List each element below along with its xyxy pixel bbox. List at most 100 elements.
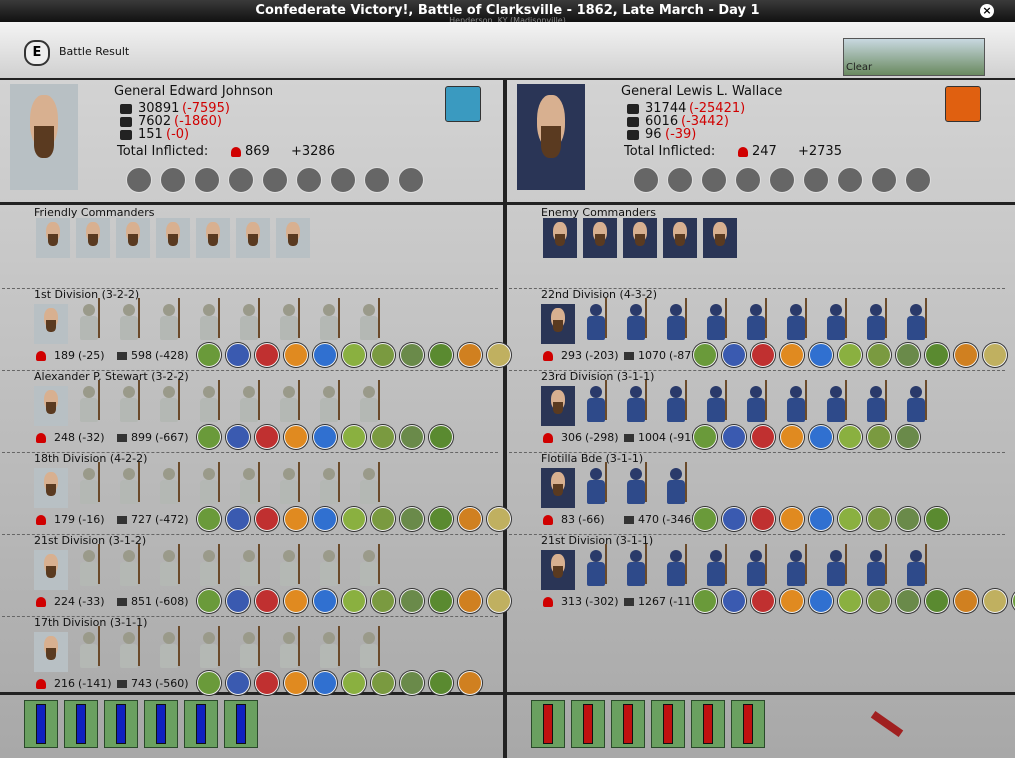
counter-bar [583, 704, 593, 744]
unit-figure [605, 462, 607, 502]
unit-figure [805, 380, 807, 420]
ability-icon [371, 425, 395, 449]
unit-figure [163, 386, 175, 398]
heart-icon [36, 597, 46, 607]
division-name: 17th Division (3-1-1) [34, 616, 148, 629]
unit-figure [710, 304, 722, 316]
unit-figure [830, 386, 842, 398]
commander-portrait [87, 234, 99, 246]
action-button[interactable] [945, 86, 981, 122]
unit-figure [298, 462, 300, 502]
heart-icon [36, 679, 46, 689]
ability-icon [255, 589, 279, 613]
unit-figure [363, 632, 375, 644]
unit-figure [320, 398, 338, 422]
heart-icon [543, 433, 553, 443]
unit-figure [200, 644, 218, 668]
unit-figure [320, 316, 338, 340]
unit-figure [667, 398, 685, 422]
unit-figure [360, 480, 378, 504]
unit-figure [338, 544, 340, 584]
commander-portrait [127, 234, 139, 246]
ability-icon [313, 589, 337, 613]
unit-figure [667, 562, 685, 586]
ability-icon [487, 507, 511, 531]
ability-icon [429, 589, 453, 613]
unit-figure [258, 462, 260, 502]
unit-figure [627, 316, 645, 340]
unit-figure [830, 304, 842, 316]
unit-figure [363, 304, 375, 316]
counter-bar [623, 704, 633, 744]
title-bar [0, 0, 1015, 22]
unit-figure [98, 462, 100, 502]
division-men-loss: (-608) [155, 595, 189, 608]
commanders-label: Enemy Commanders [541, 206, 656, 219]
unit-figure [243, 550, 255, 562]
unit-figure [630, 550, 642, 562]
ability-icon [313, 507, 337, 531]
unit-figure [123, 550, 135, 562]
unit-figure [605, 544, 607, 584]
heart-icon [543, 515, 553, 525]
unit-figure [907, 562, 925, 586]
ability-icon [197, 589, 221, 613]
unit-figure [707, 562, 725, 586]
counter-bar [76, 704, 86, 744]
division-strength-loss: (-66) [578, 513, 605, 526]
division-commander [45, 648, 57, 660]
unit-figure [178, 544, 180, 584]
unit-figure [670, 386, 682, 398]
unit-figure [645, 298, 647, 338]
unit-figure [590, 468, 602, 480]
unit-figure [203, 304, 215, 316]
unit-figure [320, 480, 338, 504]
close-button[interactable]: × [980, 4, 994, 18]
unit-figure [138, 380, 140, 420]
unit-figure [747, 398, 765, 422]
ability-icon [342, 343, 366, 367]
commander-portrait [594, 234, 606, 246]
ability-icon [429, 507, 453, 531]
unit-figure [630, 386, 642, 398]
ability-icon [342, 589, 366, 613]
unit-figure [160, 316, 178, 340]
counter-bar [156, 704, 166, 744]
ability-icon [284, 589, 308, 613]
division-name: 22nd Division (4-3-2) [541, 288, 658, 301]
ability-icon [160, 167, 186, 193]
unit-figure [605, 298, 607, 338]
unit-figure [338, 380, 340, 420]
division-strength-loss: (-203) [585, 349, 619, 362]
ability-icon [769, 167, 795, 193]
unit-figure [725, 298, 727, 338]
ability-icon [809, 507, 833, 531]
inflicted-men: +3286 [291, 144, 335, 159]
unit-figure [240, 480, 258, 504]
unit-figure [178, 462, 180, 502]
action-button[interactable] [445, 86, 481, 122]
unit-figure [280, 480, 298, 504]
weather-button[interactable] [843, 38, 985, 76]
unit-figure [218, 462, 220, 502]
unit-figure [200, 316, 218, 340]
unit-figure [710, 550, 722, 562]
ability-icon [400, 343, 424, 367]
heart-icon [36, 351, 46, 361]
unit-figure [707, 316, 725, 340]
ability-icon [925, 507, 949, 531]
division-strength: 313 [561, 595, 582, 608]
unit-figure [120, 398, 138, 422]
division-commander [552, 566, 564, 578]
general-name: General Edward Johnson [114, 84, 274, 99]
ability-icon [722, 425, 746, 449]
ability-icon [255, 425, 279, 449]
ability-icon [226, 507, 250, 531]
row-separator [509, 534, 1005, 535]
unit-figure [867, 316, 885, 340]
ability-icon [371, 343, 395, 367]
stat-value: 96 [645, 127, 662, 142]
unit-figure [747, 562, 765, 586]
unit-figure [827, 398, 845, 422]
ability-icon [313, 425, 337, 449]
